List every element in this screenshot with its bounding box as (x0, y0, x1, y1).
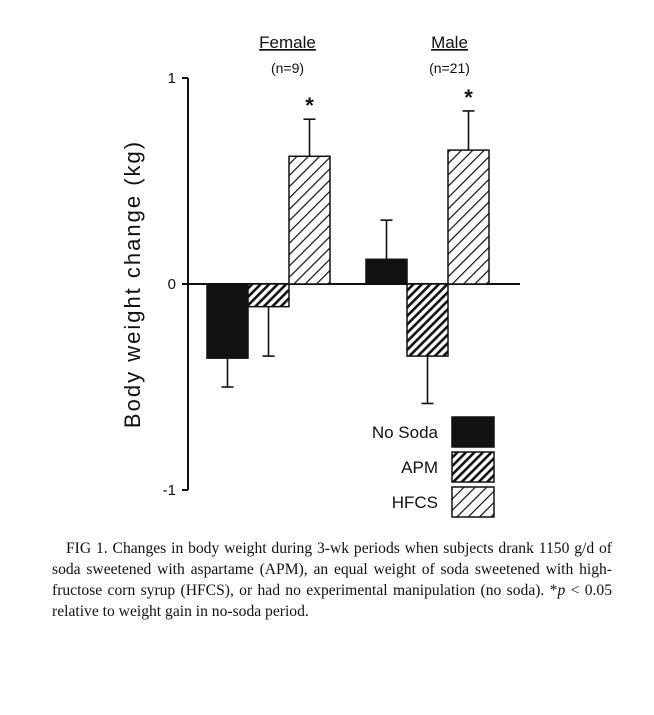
legend-swatch-hfcs (451, 486, 495, 518)
legend-label-no-soda: No Soda (372, 423, 439, 442)
legend-swatch-apm (451, 451, 495, 483)
significance-marker: * (464, 85, 473, 110)
y-tick-label: 1 (168, 70, 176, 87)
y-axis-label: Body weight change (kg) (120, 140, 145, 428)
caption-text: Changes in body weight during 3-wk perio… (52, 540, 612, 599)
legend-swatch-no-soda (451, 416, 495, 448)
legend-label-apm: APM (401, 458, 438, 477)
caption-note-marker: * (549, 582, 558, 599)
group-label-male: Male (431, 33, 468, 52)
group-label-female: Female (259, 33, 316, 52)
caption-note-p: p (557, 582, 566, 599)
legend-label-hfcs: HFCS (392, 493, 438, 512)
bar-no-soda-male (365, 258, 408, 285)
group-n-male: (n=21) (429, 60, 470, 76)
bar-chart: -1 0 1 Body weight change (kg) * Female (n=9)… (120, 33, 520, 518)
group-n-female: (n=9) (271, 60, 304, 76)
caption-label: FIG 1. (66, 540, 108, 557)
bar-no-soda-female (206, 283, 249, 359)
y-tick-label: -1 (163, 482, 176, 499)
y-tick-label: 0 (168, 276, 176, 293)
bar-hfcs-male (447, 149, 490, 285)
bar-hfcs-female (288, 155, 331, 285)
bar-apm-male (406, 283, 449, 357)
caption-note-text: < 0.05 relative to weight gain in no-sod… (52, 582, 612, 620)
figure-caption: FIG 1. Changes in body weight during 3-w… (52, 538, 612, 622)
bar-apm-female (247, 283, 290, 308)
significance-marker: * (305, 93, 314, 118)
